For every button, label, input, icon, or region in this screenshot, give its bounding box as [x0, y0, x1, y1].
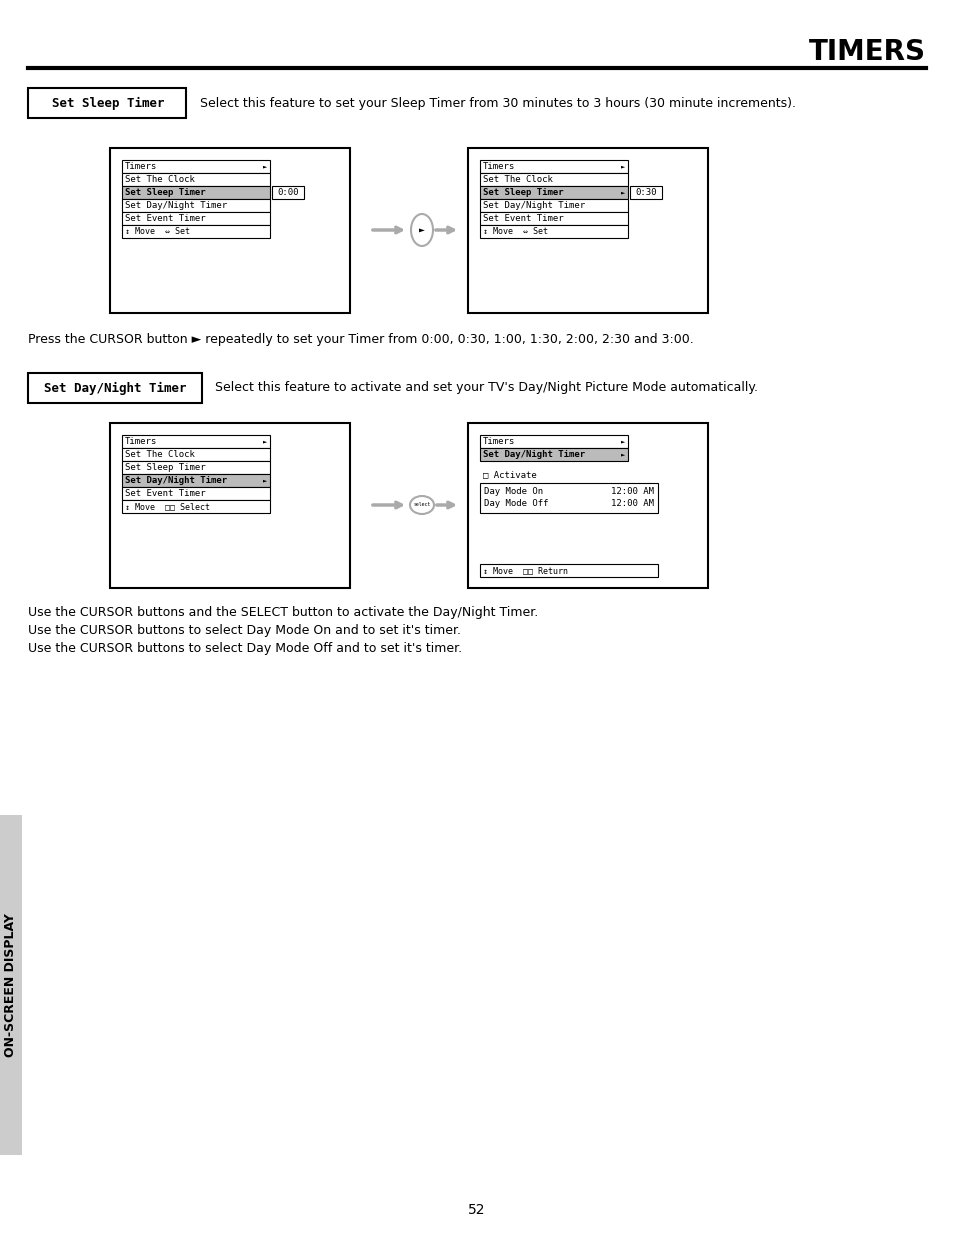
Bar	[122, 448, 270, 461]
Text: Set Sleep Timer: Set Sleep Timer	[125, 463, 206, 472]
Bar	[479, 225, 627, 238]
Text: Select this feature to activate and set your TV's Day/Night Picture Mode automat: Select this feature to activate and set …	[214, 382, 758, 394]
Text: Timers: Timers	[482, 162, 515, 170]
Bar	[479, 448, 627, 461]
Text: ON-SCREEN DISPLAY: ON-SCREEN DISPLAY	[5, 913, 17, 1057]
Bar	[122, 474, 270, 487]
Text: Set Day/Night Timer: Set Day/Night Timer	[125, 475, 227, 485]
Text: 12:00 AM: 12:00 AM	[610, 499, 654, 509]
Bar	[479, 564, 658, 577]
Text: Set Sleep Timer: Set Sleep Timer	[482, 188, 563, 198]
Text: 12:00 AM: 12:00 AM	[610, 487, 654, 495]
Bar	[122, 161, 270, 173]
Bar	[122, 487, 270, 500]
Bar	[122, 435, 270, 448]
Bar	[272, 186, 304, 199]
Text: Timers: Timers	[482, 437, 515, 446]
Text: Set Day/Night Timer: Set Day/Night Timer	[482, 201, 584, 210]
Ellipse shape	[410, 496, 434, 514]
Text: ↕ Move  □□ Return: ↕ Move □□ Return	[482, 566, 567, 576]
Text: 0:00: 0:00	[277, 188, 298, 198]
Text: □ Activate: □ Activate	[482, 471, 537, 479]
Bar	[468, 424, 707, 588]
Bar	[479, 199, 627, 212]
Text: Set Event Timer: Set Event Timer	[125, 489, 206, 498]
Text: Timers: Timers	[125, 437, 157, 446]
Bar	[122, 173, 270, 186]
Bar	[122, 500, 270, 513]
Text: 0:30: 0:30	[635, 188, 656, 198]
Bar	[479, 186, 627, 199]
Text: ↕ Move  ⇔ Set: ↕ Move ⇔ Set	[125, 227, 190, 236]
Text: ↕ Move  ⇔ Set: ↕ Move ⇔ Set	[482, 227, 547, 236]
Text: ►: ►	[262, 163, 267, 169]
Ellipse shape	[411, 214, 433, 246]
Bar	[28, 88, 186, 119]
Text: Set Day/Night Timer: Set Day/Night Timer	[482, 450, 584, 459]
Text: Set Day/Night Timer: Set Day/Night Timer	[125, 201, 227, 210]
Text: Set Day/Night Timer: Set Day/Night Timer	[44, 382, 186, 394]
Text: 52: 52	[468, 1203, 485, 1216]
Text: Timers: Timers	[125, 162, 157, 170]
Bar	[0, 815, 22, 1155]
Bar	[122, 225, 270, 238]
Text: Set The Clock: Set The Clock	[482, 175, 553, 184]
Text: Day Mode Off: Day Mode Off	[483, 499, 548, 509]
Text: ►: ►	[620, 452, 624, 457]
Bar	[479, 161, 627, 173]
Bar	[28, 373, 202, 403]
Text: Use the CURSOR buttons to select Day Mode Off and to set it's timer.: Use the CURSOR buttons to select Day Mod…	[28, 642, 461, 655]
Bar	[122, 212, 270, 225]
Text: Set Event Timer: Set Event Timer	[125, 214, 206, 224]
Bar	[122, 199, 270, 212]
Bar	[479, 435, 627, 448]
Text: ►: ►	[620, 163, 624, 169]
Text: Set Event Timer: Set Event Timer	[482, 214, 563, 224]
Text: Set Sleep Timer: Set Sleep Timer	[51, 96, 164, 110]
Bar	[122, 186, 270, 199]
Bar	[479, 483, 658, 513]
Text: Use the CURSOR buttons and the SELECT button to activate the Day/Night Timer.: Use the CURSOR buttons and the SELECT bu…	[28, 606, 537, 619]
Text: ►: ►	[262, 438, 267, 445]
Bar	[110, 424, 350, 588]
Text: TIMERS: TIMERS	[808, 38, 925, 65]
Text: Set The Clock: Set The Clock	[125, 175, 194, 184]
Text: Use the CURSOR buttons to select Day Mode On and to set it's timer.: Use the CURSOR buttons to select Day Mod…	[28, 624, 460, 637]
Text: ►: ►	[620, 438, 624, 445]
Bar	[479, 212, 627, 225]
Text: select: select	[413, 503, 430, 508]
Bar	[479, 173, 627, 186]
Text: Day Mode On: Day Mode On	[483, 487, 542, 495]
Bar	[122, 461, 270, 474]
Text: ►: ►	[418, 225, 424, 235]
Bar	[468, 148, 707, 312]
Text: ►: ►	[620, 189, 624, 195]
Text: ►: ►	[262, 478, 267, 483]
Text: Set Sleep Timer: Set Sleep Timer	[125, 188, 206, 198]
Text: Press the CURSOR button ► repeatedly to set your Timer from 0:00, 0:30, 1:00, 1:: Press the CURSOR button ► repeatedly to …	[28, 333, 693, 346]
Text: Select this feature to set your Sleep Timer from 30 minutes to 3 hours (30 minut: Select this feature to set your Sleep Ti…	[200, 96, 795, 110]
Text: ↕ Move  □□ Select: ↕ Move □□ Select	[125, 501, 210, 511]
Text: Set The Clock: Set The Clock	[125, 450, 194, 459]
Bar	[629, 186, 661, 199]
Bar	[110, 148, 350, 312]
